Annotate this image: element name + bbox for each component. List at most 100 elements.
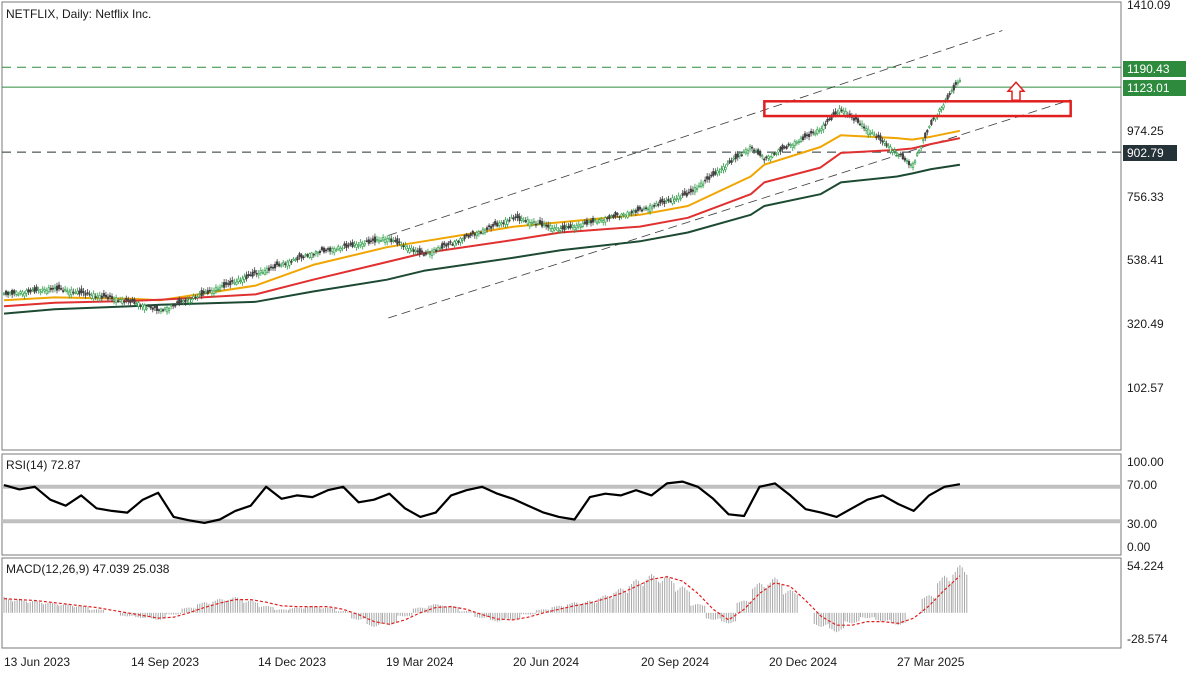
candle-body [302,256,305,259]
candle-body [290,260,293,263]
candle-body [832,112,835,116]
candle-body [149,306,152,309]
candle-body [322,247,326,253]
candle-body [675,198,678,200]
candle-body [701,183,705,186]
candle-body [616,213,619,215]
candle-body [90,295,93,299]
candle-body [212,290,216,294]
candle-body [598,219,601,223]
candle-body [400,244,403,247]
candle-body [801,136,805,140]
candle-body [35,286,38,291]
candle-body [555,227,558,230]
candle-body [685,192,688,197]
candle-body [492,224,495,227]
candle-body [426,251,430,253]
level-tag-1190: 1190.43 [1127,62,1170,76]
candle-body [510,217,513,219]
candle-body [585,219,589,225]
candle-body [326,248,330,250]
candle-body [706,176,709,180]
candle-body [483,229,487,233]
candle-body [125,297,128,301]
candle-body [347,244,350,247]
candle-body [653,205,656,207]
candle-body [571,224,574,228]
candle-body [769,156,772,161]
candle-body [518,216,521,221]
candle-body [559,228,562,231]
candle-body [543,223,546,226]
candle-body [763,158,766,161]
candle-body [901,153,904,160]
candle-body [950,90,953,92]
candle-body [196,296,199,298]
candle-body [469,233,472,236]
candle-body [655,203,658,207]
candle-body [390,238,393,243]
candle-body [626,211,629,218]
moving-average-line [3,137,961,308]
candle-body [891,150,894,153]
candle-body [451,243,454,246]
candle-body [17,293,20,296]
candle-body [178,298,181,305]
candle-body [412,249,415,252]
candle-body [278,263,281,267]
candle-body [500,222,503,225]
candle-body [642,207,646,210]
candle-body [72,291,75,294]
candle-body [634,210,637,213]
candle-body [842,110,845,114]
candle-body [657,204,660,206]
candle-body [928,126,931,128]
candle-body [31,289,34,291]
candle-body [88,293,91,296]
candle-body [408,248,411,253]
candle-body [237,278,240,283]
candle-body [536,222,540,225]
candle-body [117,300,120,302]
level-tag-bg [1123,80,1186,96]
candle-body [176,301,179,303]
candle-body [98,294,101,299]
candle-body [644,207,648,210]
candle-body [216,288,220,291]
main-panel-title: NETFLIX, Daily: Netflix Inc. [6,7,151,21]
candle-body [830,116,833,120]
candle-body [170,304,173,307]
candle-body [349,243,352,246]
candle-body [78,290,81,295]
candle-body [33,287,36,293]
candle-body [345,243,348,249]
candle-body [779,147,782,152]
candle-body [920,146,923,149]
candle-body [19,291,22,294]
candle-body [563,224,566,231]
candle-body [942,104,945,109]
candle-body [80,288,83,293]
candle-body [386,238,389,243]
candle-body [869,132,872,135]
candle-body [106,296,110,300]
candle-body [373,236,377,243]
candle-body [424,252,428,255]
candle-body [649,205,652,212]
price-tick-label: 756.33 [1127,190,1164,204]
candle-body [632,210,635,213]
candle-body [2,292,6,295]
candle-body [53,286,57,289]
candle-body [930,119,933,125]
candle-body [924,132,927,138]
rsi-tick-label: 30.00 [1127,517,1157,531]
candle-body [579,225,582,228]
candle-body [190,299,193,303]
candle-body [25,290,28,294]
candle-body [557,230,560,232]
candle-body [573,227,576,231]
candle-body [167,308,171,311]
candle-body [64,288,67,291]
candle-body [714,171,717,175]
candle-body [818,130,821,132]
